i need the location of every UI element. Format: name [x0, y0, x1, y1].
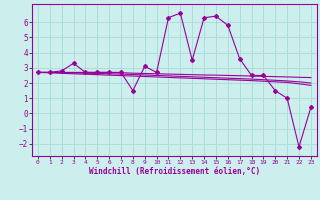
X-axis label: Windchill (Refroidissement éolien,°C): Windchill (Refroidissement éolien,°C): [89, 167, 260, 176]
